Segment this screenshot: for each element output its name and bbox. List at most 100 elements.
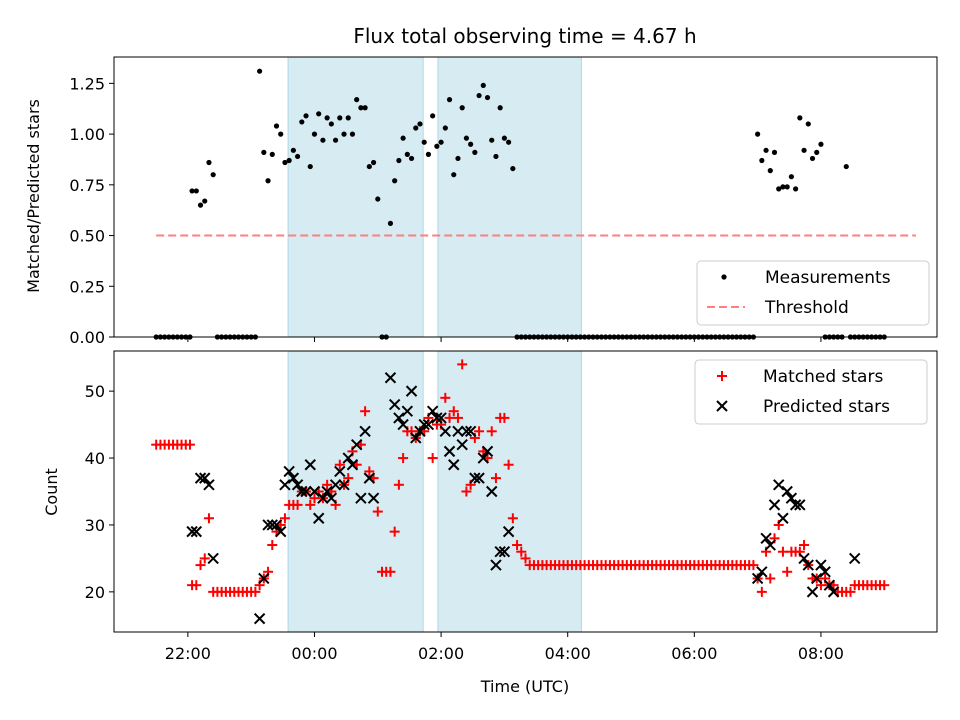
measurement-point bbox=[510, 165, 516, 172]
measurement-point bbox=[320, 137, 326, 143]
measurement-point bbox=[430, 113, 436, 119]
x-b bbox=[355, 492, 367, 504]
legend-label: Predicted stars bbox=[763, 397, 890, 417]
x-b bbox=[329, 479, 342, 491]
axes-frame bbox=[113, 56, 938, 338]
x-b bbox=[287, 472, 300, 484]
predicted-star-point bbox=[781, 485, 793, 498]
x-b bbox=[751, 572, 764, 585]
x-b bbox=[777, 512, 789, 524]
predicted-star-point bbox=[283, 465, 295, 478]
x-b bbox=[448, 459, 460, 471]
matched-star-point bbox=[879, 580, 890, 591]
measurement-point bbox=[278, 131, 284, 137]
measurement-point bbox=[755, 131, 761, 137]
matched-star-point bbox=[512, 540, 523, 551]
y-tick-label: 0.75 bbox=[69, 176, 105, 195]
x-b bbox=[393, 412, 405, 424]
measurement-point bbox=[303, 113, 309, 119]
measurement-point bbox=[257, 68, 263, 74]
measurement-point bbox=[759, 157, 765, 164]
legend: Matched stars Predicted stars bbox=[694, 359, 928, 425]
y-tick-label: 0.00 bbox=[69, 328, 105, 347]
predicted-star-point bbox=[486, 485, 498, 498]
predicted-star-point bbox=[321, 485, 333, 498]
x-b bbox=[716, 400, 728, 412]
measurement-point bbox=[282, 159, 288, 166]
x-tick-label: 02:00 bbox=[418, 644, 464, 663]
matched-star-point bbox=[452, 412, 463, 423]
predicted-star-point bbox=[414, 425, 426, 437]
measurement-point bbox=[337, 115, 343, 121]
measurement-point bbox=[345, 115, 351, 121]
matched-star-point bbox=[292, 499, 303, 510]
matched-star-point bbox=[777, 546, 788, 557]
y-tick-label: 0.50 bbox=[69, 227, 105, 246]
measurement-point bbox=[463, 135, 470, 141]
predicted-star-point bbox=[452, 425, 464, 437]
matched-star-point bbox=[845, 586, 856, 597]
matched-star-point bbox=[499, 412, 510, 423]
matched-star-point bbox=[440, 392, 451, 403]
x-b bbox=[203, 479, 215, 491]
x-b bbox=[486, 485, 498, 498]
measurement-point bbox=[370, 159, 377, 166]
x-b bbox=[186, 525, 198, 538]
predicted-star-point bbox=[418, 418, 430, 431]
measurement-point bbox=[290, 147, 296, 153]
x-b bbox=[798, 552, 810, 565]
x-b bbox=[359, 425, 371, 437]
measurement-point bbox=[375, 196, 381, 202]
matched-star-point bbox=[389, 526, 400, 537]
predicted-star-point bbox=[384, 372, 397, 384]
predicted-star-point bbox=[435, 412, 447, 424]
x-b bbox=[806, 586, 819, 598]
measurement-point bbox=[396, 157, 402, 164]
measurement-point bbox=[497, 105, 503, 111]
predicted-star-point bbox=[460, 425, 473, 437]
measurement-point bbox=[442, 125, 448, 131]
x-b bbox=[431, 412, 443, 424]
predicted-star-point bbox=[291, 479, 304, 491]
x-b bbox=[502, 525, 515, 538]
x-b bbox=[811, 572, 823, 585]
x-b bbox=[384, 372, 397, 384]
predicted-star-point bbox=[494, 546, 506, 558]
matched-star-point bbox=[195, 560, 206, 571]
predicted-star-point bbox=[443, 445, 456, 458]
top-panel: 0.00 0.25 0.50 0.75 1.00 1.25 Measurements Thre… bbox=[69, 56, 938, 347]
shaded-interval bbox=[287, 56, 424, 338]
predicted-star-point bbox=[334, 465, 346, 478]
matched-star-point bbox=[334, 459, 345, 470]
x-b bbox=[338, 479, 350, 491]
measurement-point bbox=[476, 92, 482, 99]
predicted-star-point bbox=[811, 572, 823, 585]
measurement-point bbox=[417, 121, 423, 127]
y-tick-label: 1.25 bbox=[69, 74, 105, 93]
y-tick-label: 30 bbox=[85, 516, 105, 535]
predicted-star-point bbox=[207, 552, 219, 565]
matched-star-point bbox=[503, 459, 514, 470]
x-b bbox=[397, 418, 409, 431]
x-b bbox=[308, 485, 321, 498]
predicted-star-point bbox=[777, 512, 789, 524]
predicted-star-point bbox=[473, 472, 485, 484]
predicted-star-point bbox=[823, 579, 836, 591]
measurement-point bbox=[349, 131, 356, 137]
measurement-point bbox=[472, 149, 478, 155]
x-b bbox=[350, 438, 363, 451]
legend-label: Measurements bbox=[765, 268, 891, 288]
x-b bbox=[367, 492, 380, 504]
matched-star-point bbox=[267, 540, 278, 551]
x-b bbox=[418, 418, 430, 431]
measurement-point bbox=[307, 163, 313, 170]
matched-star-point bbox=[444, 412, 455, 423]
predicted-star-point bbox=[815, 559, 827, 571]
matched-star-point bbox=[309, 493, 320, 504]
predicted-star-point bbox=[401, 405, 414, 417]
measurement-point bbox=[206, 159, 212, 166]
predicted-star-point bbox=[279, 479, 291, 491]
shaded-interval bbox=[437, 350, 582, 633]
x-b bbox=[494, 546, 506, 558]
predicted-star-point bbox=[194, 472, 207, 484]
